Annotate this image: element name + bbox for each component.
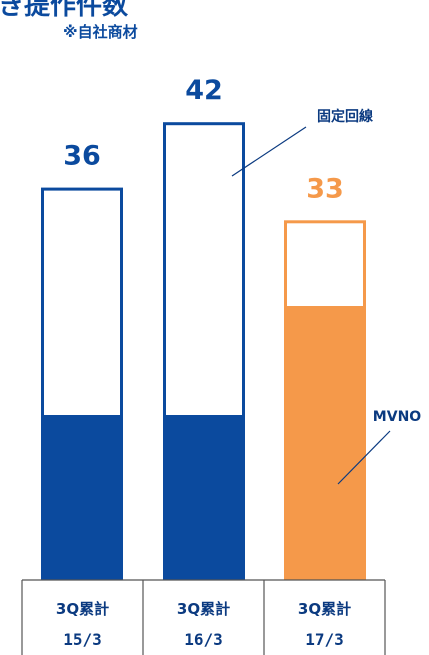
bar-fixed-2 [163, 122, 245, 418]
bar-fixed-3 [284, 220, 366, 309]
callouts-layer: 固定回線 MVNO [231, 108, 421, 485]
bar-mvno-1 [41, 416, 123, 580]
bar-mvno-2 [163, 416, 245, 580]
bars-layer: 36 42 33 [41, 75, 366, 580]
callout-mvno-line [337, 430, 391, 485]
category-label-line2-2: 16/3 [184, 630, 223, 649]
chart-note: ※自社商材 [63, 23, 138, 41]
callout-fixed-line [231, 126, 307, 177]
category-label-line2-1: 15/3 [63, 630, 102, 649]
total-label-3: 33 [306, 173, 344, 204]
category-label-line1-3: 3Q累計 [298, 600, 351, 618]
total-label-2: 42 [185, 75, 223, 106]
callout-mvno-label: MVNO [373, 409, 421, 425]
category-label-line2-3: 17/3 [305, 630, 344, 649]
bar-fixed-1 [41, 187, 123, 418]
callout-fixed-label: 固定回線 [317, 108, 373, 125]
category-table: 3Q累計 15/3 3Q累計 16/3 3Q累計 17/3 [21, 579, 386, 655]
bar-mvno-3 [284, 307, 366, 580]
category-label-line1-1: 3Q累計 [56, 600, 109, 618]
category-label-line1-2: 3Q累計 [177, 600, 230, 618]
total-label-1: 36 [63, 141, 101, 172]
chart-title-fragment: き提作件数 [0, 0, 129, 21]
